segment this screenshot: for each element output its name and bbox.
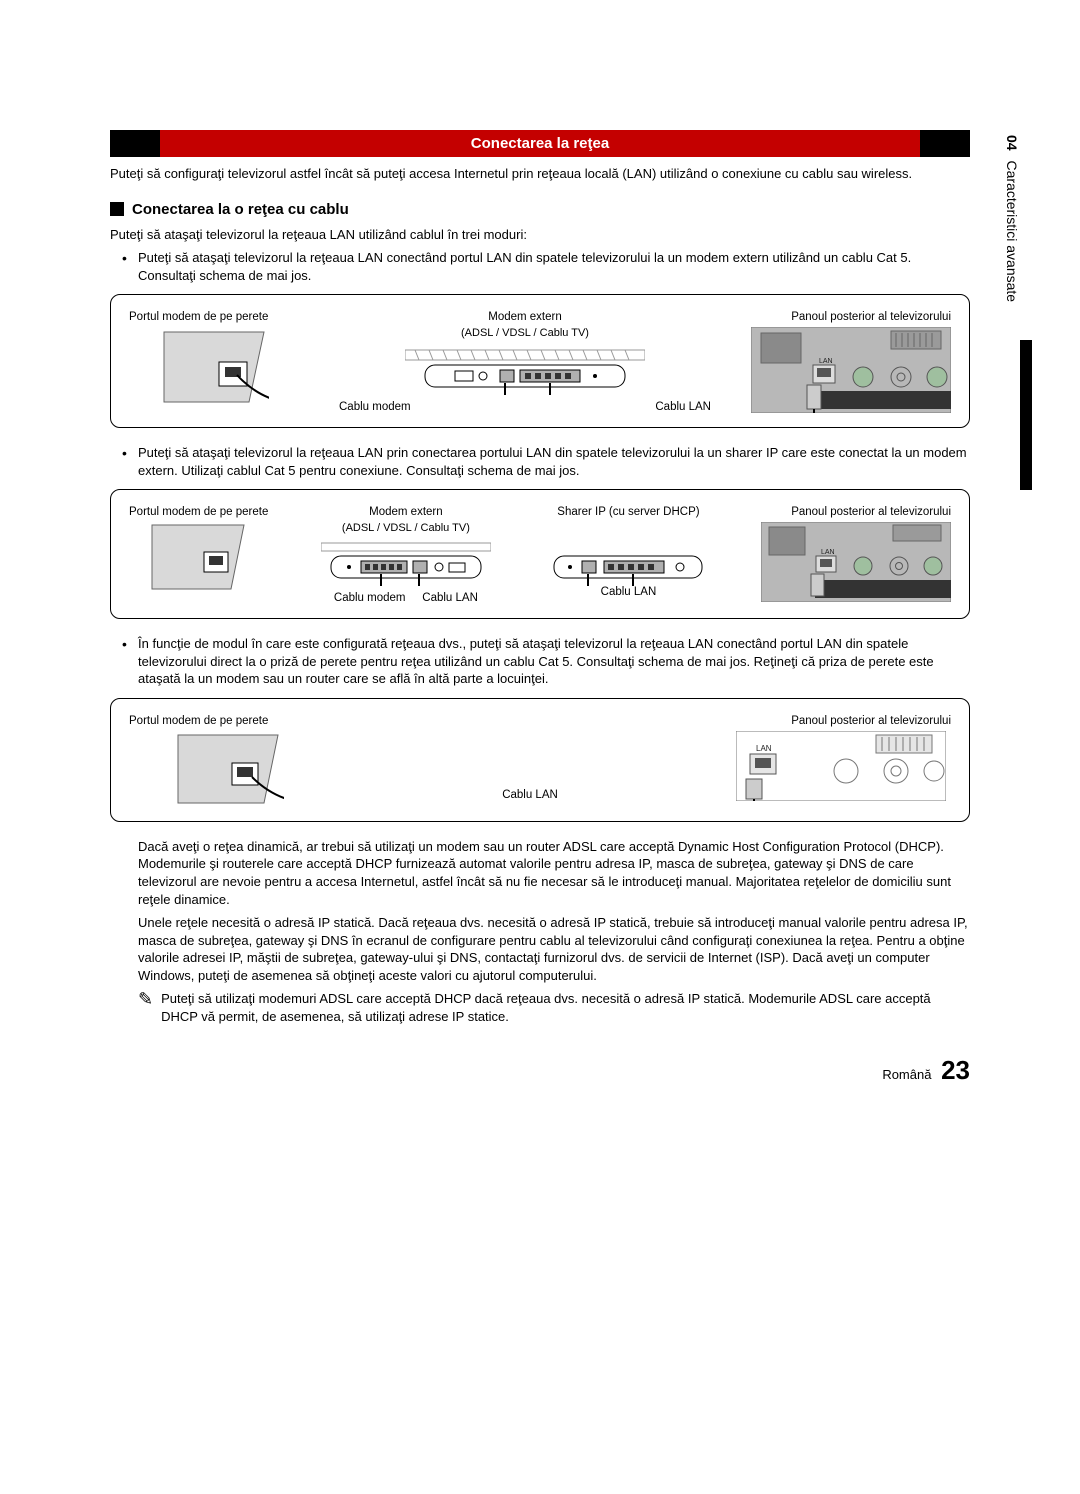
closing-paragraph: Dacă aveţi o reţea dinamică, ar trebui s…: [138, 838, 970, 908]
bullet-list: Puteţi să ataşaţi televizorul la reţeaua…: [110, 249, 970, 284]
diagram-cable-label: Cablu LAN: [655, 401, 711, 413]
diagram-label: Modem extern: [316, 506, 496, 518]
bullet-list: În funcţie de modul în care este configu…: [110, 635, 970, 688]
thumb-index-mark: [1020, 340, 1032, 490]
diagram-sublabel: (ADSL / VDSL / Cablu TV): [316, 522, 496, 534]
diagram-label: Modem extern: [309, 311, 741, 323]
page-footer: Română 23: [110, 1055, 970, 1086]
section-title-bar: Conectarea la reţea: [110, 130, 970, 157]
bullet-item: Puteţi să ataşaţi televizorul la reţeaua…: [138, 444, 970, 479]
lan-port-label: LAN: [819, 358, 833, 365]
diagram-label: Panoul posterior al televizorului: [731, 715, 951, 727]
wall-port-icon: [174, 731, 284, 807]
bullet-list: Puteţi să ataşaţi televizorul la reţeaua…: [110, 444, 970, 479]
bullet-item: În funcţie de modul în care este configu…: [138, 635, 970, 688]
tv-panel-icon: LAN: [736, 731, 946, 801]
diagram-2: Portul modem de pe perete Modem extern (…: [110, 489, 970, 619]
wall-port-icon: [149, 522, 249, 592]
note-text: Puteţi să utilizaţi modemuri ADSL care a…: [161, 990, 970, 1025]
wall-port-icon: [159, 327, 269, 407]
closing-paragraph: Unele reţele necesită o adresă IP static…: [138, 914, 970, 984]
note-row: ✎ Puteţi să utilizaţi modemuri ADSL care…: [138, 990, 970, 1025]
modem-icon: [321, 540, 491, 586]
lan-port-label: LAN: [756, 744, 772, 753]
footer-page-number: 23: [941, 1055, 970, 1085]
diagram-cable-label: Cablu modem: [334, 592, 406, 604]
diagram-cable-label: Cablu LAN: [422, 592, 478, 604]
tv-panel-icon: LAN: [751, 327, 951, 413]
chapter-side-tab: 04 Caracteristici avansate: [1004, 135, 1020, 302]
lead-text: Puteţi să ataşaţi televizorul la reţeaua…: [110, 226, 970, 244]
subheading-text: Conectarea la o reţea cu cablu: [132, 201, 349, 218]
diagram-label: Sharer IP (cu server DHCP): [543, 506, 713, 518]
diagram-label: Panoul posterior al televizorului: [761, 506, 951, 518]
diagram-label: Portul modem de pe perete: [129, 506, 268, 518]
subheading: Conectarea la o reţea cu cablu: [110, 201, 970, 218]
note-icon: ✎: [138, 990, 153, 1008]
diagram-cable-label: Cablu LAN: [601, 586, 657, 598]
section-title-text: Conectarea la reţea: [160, 130, 920, 157]
sharer-icon: [548, 540, 708, 586]
intro-paragraph: Puteţi să configuraţi televizorul astfel…: [110, 165, 970, 183]
diagram-sublabel: (ADSL / VDSL / Cablu TV): [309, 327, 741, 339]
closing-block: Dacă aveţi o reţea dinamică, ar trebui s…: [110, 838, 970, 1025]
diagram-3: Portul modem de pe perete Cablu LAN Pano…: [110, 698, 970, 822]
diagram-label: Panoul posterior al televizorului: [751, 311, 951, 323]
chapter-number: 04: [1004, 135, 1020, 151]
diagram-label: Portul modem de pe perete: [129, 311, 299, 323]
chapter-title: Caracteristici avansate: [1004, 160, 1020, 302]
diagram-1: Portul modem de pe perete Modem extern (…: [110, 294, 970, 428]
diagram-sublabel: [543, 522, 713, 534]
bullet-item: Puteţi să ataşaţi televizorul la reţeaua…: [138, 249, 970, 284]
diagram-cable-label: Cablu LAN: [502, 789, 558, 801]
subheading-bullet-icon: [110, 202, 124, 216]
modem-icon: [405, 345, 645, 395]
diagram-cable-label: Cablu modem: [339, 401, 411, 413]
lan-port-label: LAN: [821, 549, 835, 556]
manual-page: 04 Caracteristici avansate Conectarea la…: [0, 0, 1080, 1146]
diagram-label: Portul modem de pe perete: [129, 715, 329, 727]
footer-language: Română: [882, 1067, 931, 1082]
tv-panel-icon: LAN: [761, 522, 951, 602]
